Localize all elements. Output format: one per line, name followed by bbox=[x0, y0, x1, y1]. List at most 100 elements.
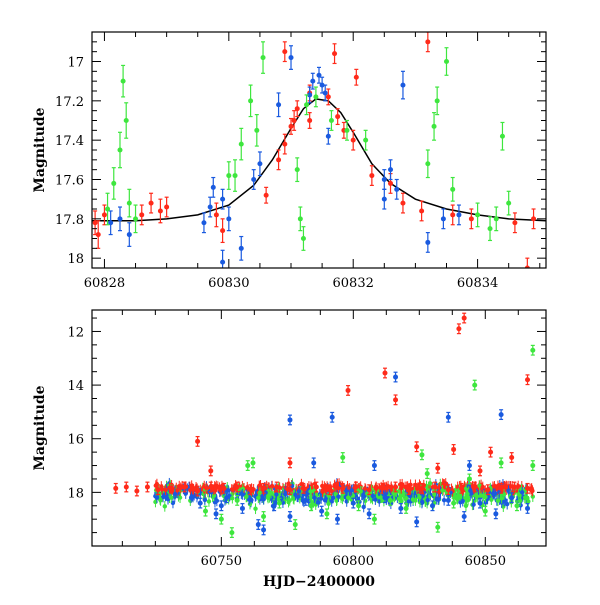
data-point bbox=[472, 382, 478, 388]
series-1 bbox=[197, 371, 531, 536]
baseline-point bbox=[399, 486, 404, 491]
series-0 bbox=[92, 32, 537, 268]
data-point bbox=[117, 216, 123, 222]
baseline-point bbox=[170, 500, 176, 506]
data-point bbox=[287, 460, 293, 466]
data-point bbox=[472, 484, 478, 490]
data-point bbox=[229, 530, 235, 536]
baseline-point bbox=[427, 481, 433, 486]
data-point bbox=[304, 102, 310, 108]
baseline-point bbox=[401, 492, 406, 498]
data-point bbox=[255, 522, 261, 528]
data-point bbox=[197, 500, 203, 506]
baseline-point bbox=[203, 485, 209, 490]
baseline-point bbox=[504, 501, 510, 507]
baseline-point bbox=[286, 499, 291, 505]
data-point bbox=[487, 226, 493, 232]
y-tick-label: 17.2 bbox=[55, 95, 84, 110]
baseline-point bbox=[530, 494, 536, 499]
data-point bbox=[451, 500, 457, 506]
data-point bbox=[382, 495, 388, 501]
baseline-point bbox=[230, 487, 236, 493]
data-point bbox=[477, 500, 483, 506]
data-point bbox=[353, 74, 359, 80]
baseline-point bbox=[240, 492, 245, 497]
series-0 bbox=[113, 312, 531, 497]
data-point bbox=[238, 141, 244, 147]
data-point bbox=[203, 508, 208, 514]
baseline-point bbox=[172, 491, 178, 497]
data-point bbox=[260, 55, 266, 61]
data-point bbox=[340, 455, 346, 460]
data-point bbox=[388, 180, 394, 186]
data-point bbox=[327, 487, 333, 493]
baseline-point bbox=[460, 498, 465, 504]
baseline-point bbox=[362, 486, 368, 491]
data-point bbox=[430, 503, 435, 509]
data-point bbox=[195, 488, 201, 494]
data-point bbox=[419, 485, 425, 491]
baseline-point bbox=[230, 495, 235, 501]
data-point bbox=[208, 484, 214, 490]
baseline-point bbox=[169, 495, 174, 500]
baseline-point bbox=[385, 484, 391, 489]
data-point bbox=[297, 216, 303, 222]
data-point bbox=[139, 212, 145, 218]
baseline-point bbox=[425, 497, 430, 503]
data-point bbox=[168, 485, 174, 491]
data-point bbox=[506, 200, 512, 206]
data-point bbox=[276, 500, 282, 506]
baseline-point bbox=[330, 495, 336, 501]
data-point bbox=[294, 106, 300, 112]
data-point bbox=[381, 177, 387, 182]
data-point bbox=[498, 485, 504, 491]
data-point bbox=[363, 137, 369, 143]
data-point bbox=[210, 184, 216, 190]
data-point bbox=[414, 444, 420, 450]
data-point bbox=[425, 39, 431, 45]
data-point bbox=[381, 196, 387, 202]
data-point bbox=[133, 216, 139, 222]
data-point bbox=[291, 118, 297, 123]
data-point bbox=[398, 505, 404, 511]
baseline-point bbox=[471, 502, 476, 507]
data-point bbox=[366, 511, 372, 517]
baseline-point bbox=[434, 496, 439, 502]
data-point bbox=[292, 522, 298, 528]
data-point bbox=[530, 347, 536, 353]
data-point bbox=[414, 519, 420, 525]
baseline-point bbox=[465, 497, 471, 503]
y-tick-label: 17.4 bbox=[55, 134, 84, 149]
baseline-point bbox=[153, 483, 159, 488]
baseline-point bbox=[420, 499, 425, 505]
data-point bbox=[356, 503, 362, 509]
data-point bbox=[393, 397, 399, 403]
data-point bbox=[419, 208, 425, 214]
data-point bbox=[195, 438, 201, 444]
data-point bbox=[335, 114, 341, 120]
data-point bbox=[226, 216, 232, 222]
data-point bbox=[221, 485, 227, 491]
data-point bbox=[287, 514, 293, 519]
baseline-point bbox=[243, 494, 249, 500]
baseline-point bbox=[362, 493, 367, 499]
data-point bbox=[325, 94, 331, 100]
baseline-point bbox=[519, 490, 525, 495]
data-point bbox=[371, 463, 377, 469]
data-point bbox=[435, 465, 441, 471]
data-point bbox=[328, 118, 334, 123]
data-point bbox=[350, 137, 356, 143]
data-point bbox=[440, 216, 446, 222]
data-point bbox=[271, 503, 277, 509]
data-point bbox=[117, 147, 123, 153]
data-point bbox=[424, 471, 430, 477]
baseline-point bbox=[389, 484, 394, 489]
data-point bbox=[332, 51, 338, 57]
baseline-point bbox=[358, 489, 363, 494]
data-point bbox=[274, 484, 280, 490]
data-point bbox=[434, 98, 440, 104]
data-point bbox=[308, 503, 314, 509]
baseline-point bbox=[162, 504, 168, 509]
x-tick-label: 60828 bbox=[84, 276, 125, 291]
